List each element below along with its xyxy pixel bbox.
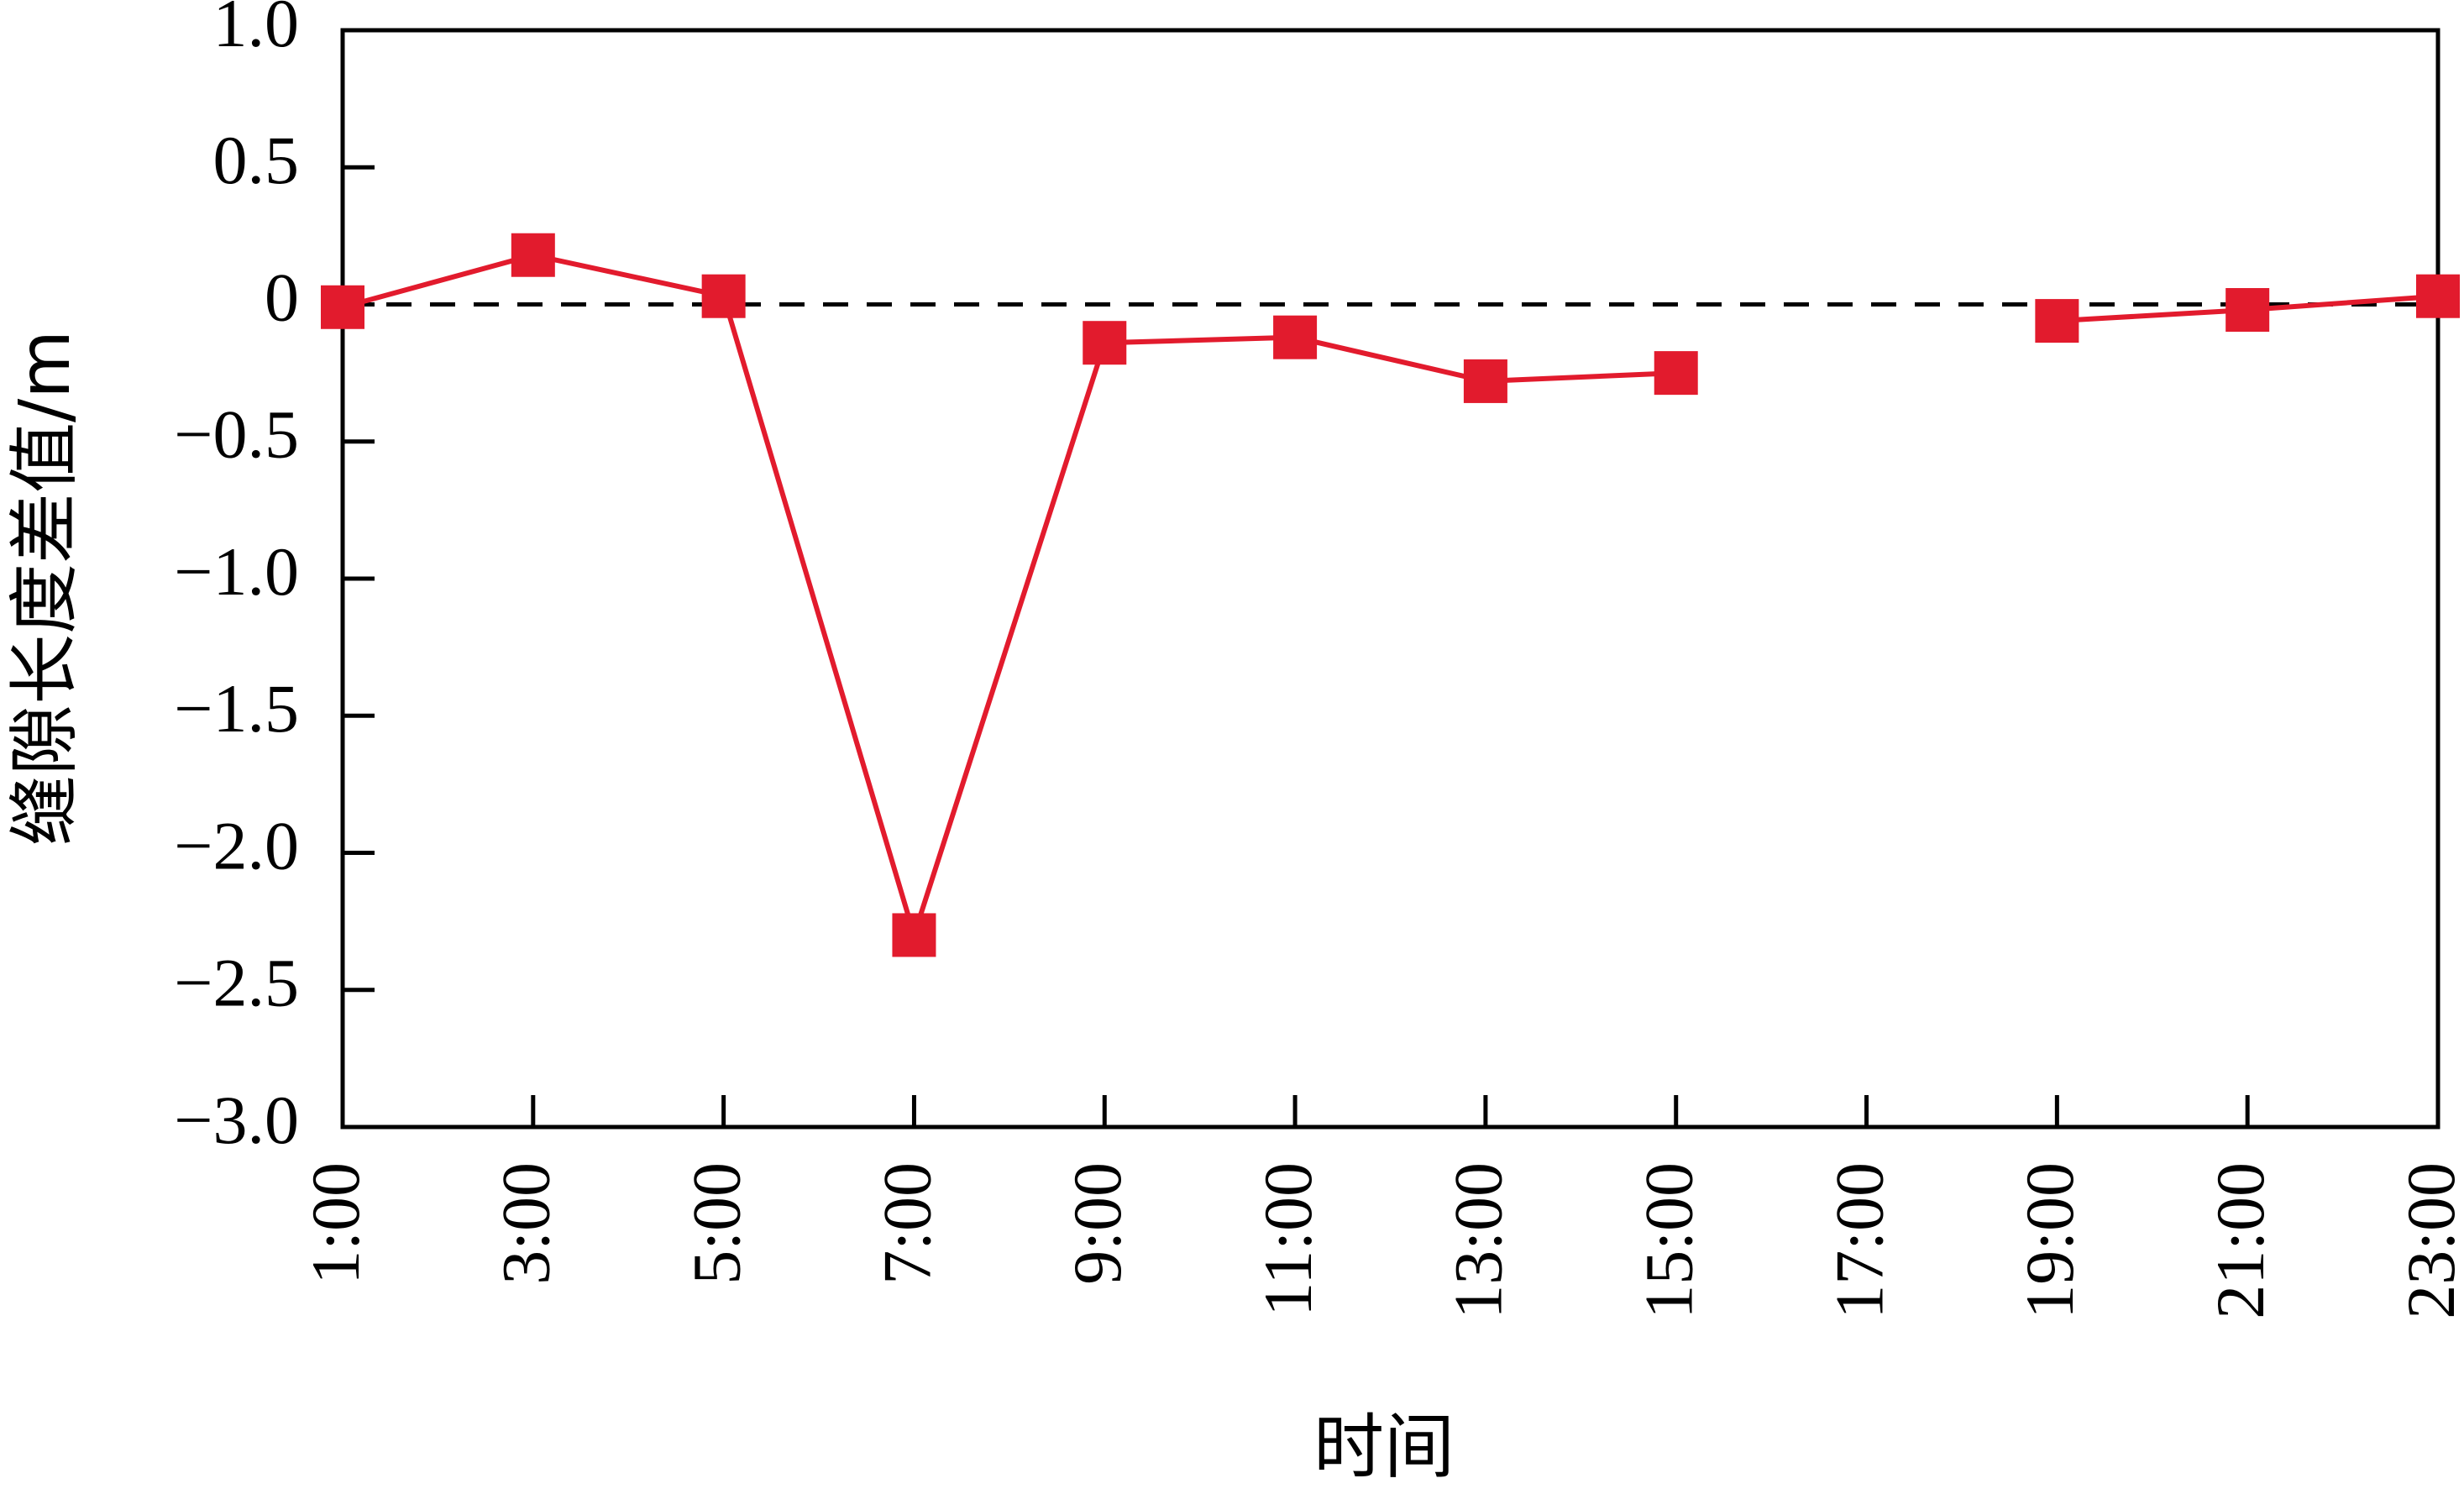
y-tick-label: −0.5 xyxy=(174,396,299,473)
data-point xyxy=(1463,359,1507,403)
x-tick-label: 13:00 xyxy=(1440,1162,1517,1319)
y-tick-label: −1.5 xyxy=(174,670,299,747)
x-tick-label: 19:00 xyxy=(2011,1162,2088,1319)
plot-frame-group xyxy=(340,28,2440,1130)
x-tick-label: 11:00 xyxy=(1250,1162,1326,1317)
data-point xyxy=(892,913,936,957)
y-tick-label: −2.5 xyxy=(174,945,299,1021)
y-tick-label: −3.0 xyxy=(174,1082,299,1158)
x-tick-label: 5:00 xyxy=(678,1162,754,1285)
data-point xyxy=(701,274,746,318)
x-axis-ticks: 1:00 3:00 5:00 7:00 9:00 11:00 13:00 15:00 17:00… xyxy=(297,1095,2464,1319)
y-axis-ticks: 1.0 0.5 0 −0.5 −1.0 −1.5 −2.0 −2.5 −3.0 xyxy=(174,0,375,1158)
x-tick-label: 21:00 xyxy=(2202,1162,2278,1319)
x-tick-label: 9:00 xyxy=(1059,1162,1135,1285)
y-axis-title: 缝隙长度差值/m xyxy=(3,330,86,846)
data-point xyxy=(2416,274,2460,318)
x-tick-label: 15:00 xyxy=(1631,1162,1707,1319)
x-tick-label: 23:00 xyxy=(2393,1162,2464,1319)
y-tick-label: −2.0 xyxy=(174,807,299,883)
data-point xyxy=(2225,288,2270,333)
series-group xyxy=(321,233,2460,957)
y-tick-label: −1.0 xyxy=(174,533,299,610)
x-tick-label: 3:00 xyxy=(488,1162,564,1285)
y-tick-label: 1.0 xyxy=(213,0,300,61)
x-tick-label: 17:00 xyxy=(1821,1162,1897,1319)
y-tick-label: 0.5 xyxy=(213,122,300,198)
x-tick-label: 7:00 xyxy=(868,1162,945,1285)
x-tick-label: 1:00 xyxy=(297,1162,374,1285)
data-point xyxy=(321,285,364,329)
data-point xyxy=(1083,321,1127,365)
data-point xyxy=(2035,299,2079,343)
plot-frame xyxy=(340,28,2440,1130)
series-line xyxy=(342,252,1676,944)
data-point xyxy=(1273,315,1318,359)
data-point xyxy=(511,233,555,277)
y-tick-label: 0 xyxy=(265,259,299,335)
data-point xyxy=(1654,351,1698,396)
x-axis-title: 时间 xyxy=(1313,1406,1455,1488)
